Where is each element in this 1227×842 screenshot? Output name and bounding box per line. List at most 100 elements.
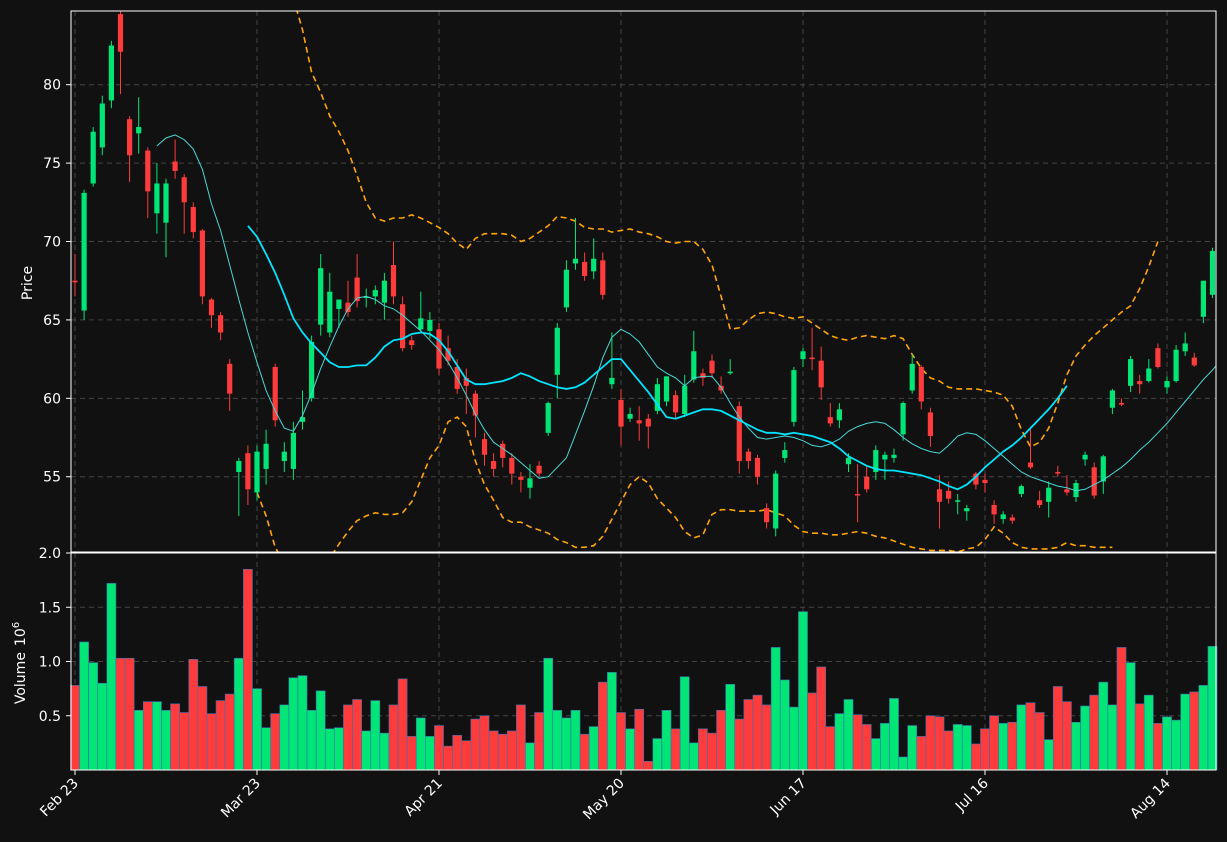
candle	[955, 493, 961, 515]
candle-body	[1000, 514, 1006, 520]
candle	[236, 457, 242, 516]
volume-bar	[1034, 712, 1045, 771]
volume-bar	[470, 718, 481, 771]
volume-bar	[1080, 705, 1090, 771]
candle-body	[181, 177, 187, 203]
candle	[509, 453, 515, 485]
candle	[782, 442, 788, 463]
candle	[336, 299, 342, 328]
candle	[582, 252, 588, 281]
candle-body	[636, 420, 642, 424]
candle-body	[545, 403, 551, 433]
volume-bar	[925, 715, 936, 771]
candle	[600, 252, 606, 300]
volume-bar	[716, 710, 726, 771]
volume-bar	[907, 725, 918, 771]
candle	[1191, 352, 1197, 367]
candle-body	[163, 183, 169, 223]
volume-bar	[115, 657, 126, 771]
candle-body	[627, 414, 633, 419]
volume-bar	[1007, 721, 1018, 771]
candle	[636, 406, 642, 441]
volume-bar	[625, 728, 635, 771]
volume-bar	[952, 724, 963, 771]
candle-body	[390, 265, 397, 297]
candle	[918, 365, 924, 410]
volume-bar	[597, 681, 608, 771]
volume-bar	[961, 725, 972, 771]
candle-body	[572, 258, 579, 264]
candle	[463, 368, 469, 415]
candle	[809, 327, 815, 371]
volume-bar	[188, 659, 199, 771]
volume-bar	[834, 713, 845, 771]
candle	[709, 354, 715, 378]
candle-body	[445, 348, 451, 361]
volume-bar	[616, 712, 626, 771]
volume-exponent: 6	[11, 622, 22, 628]
candle-body	[172, 161, 178, 171]
candle-body	[427, 319, 433, 331]
volume-bar	[1052, 686, 1063, 771]
candle	[145, 147, 151, 218]
volume-bar	[870, 738, 881, 771]
volume-bar	[370, 700, 381, 771]
candle-body	[700, 373, 706, 378]
volume-bar	[725, 683, 736, 771]
candle-body	[472, 393, 478, 416]
volume-bar	[1062, 701, 1072, 771]
candle	[745, 448, 751, 469]
candle-body	[1128, 359, 1134, 386]
volume-bar	[825, 726, 836, 771]
volume-bar	[707, 732, 717, 771]
candle-body	[90, 131, 96, 184]
volume-bar	[379, 732, 390, 771]
volume-bar	[1116, 647, 1127, 771]
candle-body	[891, 454, 897, 458]
volume-bar	[661, 710, 672, 771]
candle-body	[982, 479, 988, 484]
volume-bar	[743, 699, 754, 771]
candle	[108, 40, 114, 109]
candle	[136, 97, 142, 154]
candle-body	[1109, 390, 1115, 408]
volume-bar	[1098, 681, 1109, 771]
volume-bar	[1143, 694, 1154, 771]
candle	[1128, 355, 1134, 393]
candle-body	[1064, 489, 1070, 493]
volume-bar	[543, 657, 554, 771]
candle-body	[909, 363, 915, 391]
candle	[764, 503, 770, 529]
candle-body	[1046, 487, 1052, 502]
candle	[563, 260, 569, 313]
volume-bar	[434, 725, 444, 771]
candle-body	[299, 417, 306, 422]
price-panel: 55 60 65 70 75 80 Price	[20, 10, 1217, 553]
candle	[1209, 247, 1216, 298]
candle	[1164, 376, 1170, 394]
candle-body	[227, 363, 233, 394]
candle-body	[1018, 486, 1024, 494]
candle-body	[946, 490, 952, 499]
candle-body	[400, 304, 406, 349]
candle	[272, 363, 278, 427]
candle-body	[809, 357, 815, 360]
volume-bar	[1180, 693, 1191, 771]
candle	[518, 472, 524, 493]
volume-bar	[734, 718, 745, 771]
candle	[773, 470, 779, 537]
volume-bar	[916, 736, 927, 771]
candle-body	[1164, 381, 1170, 388]
candle	[645, 414, 651, 449]
candle	[891, 448, 897, 463]
candle-body	[1200, 280, 1206, 317]
candle-body	[754, 457, 761, 477]
candle-body	[973, 473, 979, 485]
candle	[363, 288, 369, 308]
candle	[873, 445, 879, 480]
volume-bar	[643, 761, 654, 771]
candle-body	[136, 127, 142, 134]
volume-bar	[415, 717, 426, 771]
candle	[172, 139, 178, 179]
